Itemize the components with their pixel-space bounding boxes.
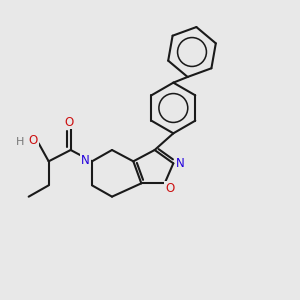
Text: H: H [16, 137, 24, 147]
Text: N: N [176, 157, 184, 170]
Text: O: O [29, 134, 38, 147]
Text: O: O [165, 182, 175, 194]
Text: N: N [81, 154, 90, 166]
Text: O: O [64, 116, 73, 128]
